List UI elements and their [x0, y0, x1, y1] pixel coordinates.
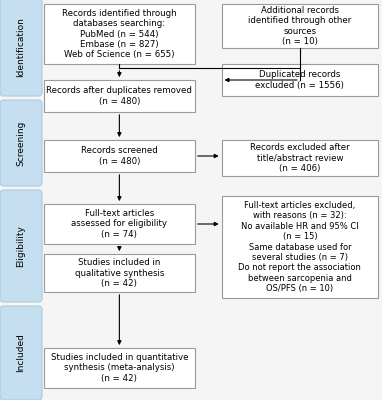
FancyBboxPatch shape	[0, 0, 42, 96]
Text: Eligibility: Eligibility	[16, 225, 26, 267]
FancyBboxPatch shape	[44, 80, 195, 112]
FancyBboxPatch shape	[0, 100, 42, 186]
FancyBboxPatch shape	[44, 4, 195, 64]
FancyBboxPatch shape	[0, 190, 42, 302]
FancyBboxPatch shape	[44, 348, 195, 388]
FancyBboxPatch shape	[222, 140, 378, 176]
Text: Records screened
(n = 480): Records screened (n = 480)	[81, 146, 158, 166]
Text: Records identified through
databases searching:
PubMed (n = 544)
Embase (n = 827: Records identified through databases sea…	[62, 9, 177, 59]
FancyBboxPatch shape	[222, 4, 378, 48]
Text: Studies included in quantitative
synthesis (meta-analysis)
(n = 42): Studies included in quantitative synthes…	[51, 353, 188, 383]
FancyBboxPatch shape	[222, 196, 378, 298]
FancyBboxPatch shape	[0, 306, 42, 400]
FancyBboxPatch shape	[44, 140, 195, 172]
Text: Records after duplicates removed
(n = 480): Records after duplicates removed (n = 48…	[47, 86, 192, 106]
Text: Screening: Screening	[16, 120, 26, 166]
Text: Full-text articles excluded,
with reasons (n = 32):
No available HR and 95% CI
(: Full-text articles excluded, with reason…	[238, 201, 361, 293]
Text: Studies included in
qualitative synthesis
(n = 42): Studies included in qualitative synthesi…	[75, 258, 164, 288]
Text: Included: Included	[16, 334, 26, 372]
Text: Identification: Identification	[16, 17, 26, 77]
FancyBboxPatch shape	[44, 204, 195, 244]
Text: Additional records
identified through other
sources
(n = 10): Additional records identified through ot…	[248, 6, 351, 46]
Text: Full-text articles
assessed for eligibility
(n = 74): Full-text articles assessed for eligibil…	[71, 209, 167, 239]
FancyBboxPatch shape	[222, 64, 378, 96]
Text: Duplicated records
excluded (n = 1556): Duplicated records excluded (n = 1556)	[256, 70, 344, 90]
Text: Records excluded after
title/abstract review
(n = 406): Records excluded after title/abstract re…	[250, 143, 350, 173]
FancyBboxPatch shape	[44, 254, 195, 292]
